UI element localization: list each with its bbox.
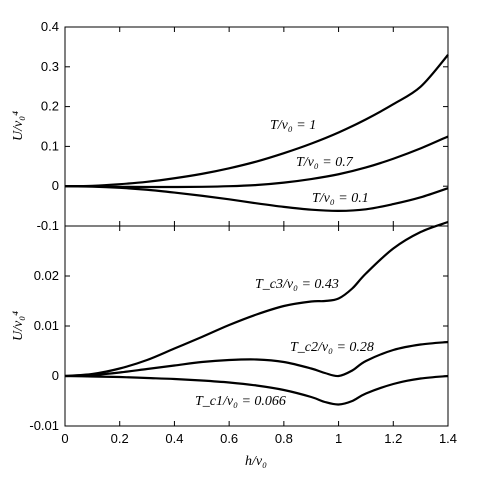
- x-tick-label: 0: [61, 431, 68, 446]
- top-label-t01: T/v₀ = 0.1: [312, 191, 369, 206]
- bottom-y-tick-label: 0.01: [34, 318, 59, 333]
- x-tick-label: 1.4: [439, 431, 457, 446]
- top-y-tick-label: -0.1: [37, 218, 59, 233]
- bottom-series-0-line: [64, 220, 449, 378]
- x-tick-label: 1.2: [384, 431, 402, 446]
- top-y-tick-label: 0: [52, 178, 59, 193]
- top-plot-frame: [64, 26, 449, 227]
- x-tick-label: 0.2: [111, 431, 129, 446]
- top-label-t1: T/v₀ = 1: [270, 118, 316, 133]
- x-tick-label: 1: [335, 431, 342, 446]
- top-label-t07: T/v₀ = 0.7: [296, 155, 354, 170]
- top-y-tick-label: 0.2: [41, 99, 59, 114]
- bottom-y-tick-label: -0.01: [29, 418, 59, 433]
- bottom-label-tc2: T_c2/v₀ = 0.28: [290, 340, 374, 355]
- top-series-1-line: [64, 135, 449, 189]
- x-axis-label: h/v₀: [245, 454, 267, 469]
- bottom-curves: [64, 220, 449, 406]
- bottom-series-1-line: [64, 340, 449, 378]
- top-series-2-line: [64, 185, 449, 212]
- bottom-label-tc1: T_c1/v₀ = 0.066: [195, 394, 286, 409]
- top-y-tick-label: 0.4: [41, 19, 59, 34]
- top-y-tick-label: 0.3: [41, 59, 59, 74]
- x-tick-label: 0.4: [165, 431, 183, 446]
- top-y-axis-label: U/v₀⁴: [11, 111, 26, 141]
- x-tick-label: 0.8: [275, 431, 293, 446]
- bottom-y-tick-label: 0: [52, 368, 59, 383]
- top-y-tick-label: 0.1: [41, 138, 59, 153]
- bottom-y-tick-label: 0.02: [34, 268, 59, 283]
- bottom-series-2-line: [64, 374, 449, 406]
- top-curves: [64, 54, 449, 212]
- x-tick-label: 0.6: [220, 431, 238, 446]
- top-panel: -0.1 0 0.1 0.2 0.3 0.4 U/v₀⁴ T/v₀ = 1 T/v₀ = …: [11, 19, 449, 233]
- bottom-label-tc3: T_c3/v₀ = 0.43: [255, 277, 339, 292]
- top-y-ticks: -0.1 0 0.1 0.2 0.3 0.4: [37, 19, 449, 233]
- top-series-0-line: [64, 54, 449, 188]
- bottom-y-axis-label: U/v₀⁴: [11, 311, 26, 341]
